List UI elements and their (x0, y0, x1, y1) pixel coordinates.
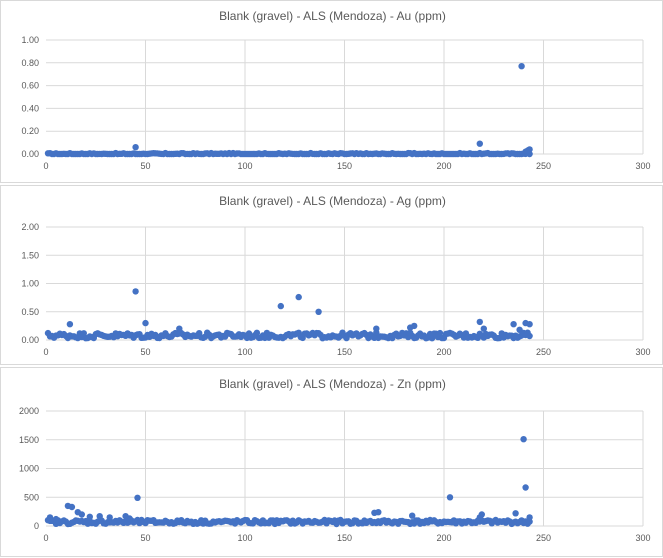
x-tick-label: 200 (436, 161, 451, 171)
data-point (134, 494, 141, 501)
data-point (373, 325, 380, 332)
data-point (46, 514, 54, 521)
x-tick-label: 150 (337, 347, 352, 357)
data-point (106, 514, 113, 521)
y-tick-label: 0.00 (21, 149, 39, 159)
data-point (526, 321, 533, 328)
data-point (132, 288, 139, 295)
data-point (132, 144, 139, 151)
x-tick-label: 0 (43, 533, 48, 543)
x-tick-label: 150 (337, 161, 352, 171)
chart-svg-ag: 0.00 0.50 1.00 1.50 2.00 0 50 100 150 200 250 300 (21, 222, 650, 357)
x-tick-label: 50 (140, 533, 150, 543)
x-tick-label: 100 (237, 533, 252, 543)
chart-panel-au: Blank (gravel) - ALS (Mendoza) - Au (ppm… (0, 0, 663, 183)
y-tick-label: 0.40 (21, 103, 39, 113)
x-tick-label: 100 (237, 161, 252, 171)
y-tick-label: 0.50 (21, 307, 39, 317)
data-point (522, 484, 529, 491)
x-tick-label: 0 (43, 161, 48, 171)
data-point (126, 515, 133, 522)
data-point (510, 321, 517, 328)
data-point (375, 509, 382, 516)
y-tick-label: 0.80 (21, 58, 39, 68)
x-tick-label: 300 (635, 533, 650, 543)
y-tick-label: 0.00 (21, 335, 39, 345)
y-tick-label: 1000 (19, 464, 39, 474)
x-tick-label: 50 (140, 347, 150, 357)
data-point (478, 511, 485, 518)
x-tick-label: 150 (337, 533, 352, 543)
data-point (66, 321, 74, 328)
y-tick-label: 1.00 (21, 35, 39, 45)
data-point (476, 140, 483, 147)
x-tick-label: 250 (536, 347, 551, 357)
data-point (253, 329, 261, 336)
data-point (512, 510, 519, 517)
data-point (78, 511, 86, 518)
data-point (315, 308, 322, 315)
chart-panel-zn: Blank (gravel) - ALS (Mendoza) - Zn (ppm… (0, 367, 663, 557)
data-point (526, 514, 533, 521)
data-point (80, 330, 88, 337)
x-tick-label: 200 (436, 347, 451, 357)
chart-title-zn: Blank (gravel) - ALS (Mendoza) - Zn (ppm… (219, 377, 446, 391)
data-point (96, 513, 103, 520)
chart-svg-au: 0.00 0.20 0.40 0.60 0.80 1.00 0 50 100 150 200 250 3… (21, 35, 650, 171)
data-point (409, 512, 416, 519)
data-point (411, 322, 418, 330)
y-tick-label: 0.60 (21, 81, 39, 91)
data-point (176, 325, 183, 332)
data-point (516, 326, 523, 333)
y-tick-label: 1500 (19, 435, 39, 445)
y-tick-label: 2.00 (21, 222, 39, 232)
data-point (476, 318, 483, 326)
x-tick-label: 250 (536, 533, 551, 543)
x-tick-label: 300 (635, 161, 650, 171)
x-tick-label: 300 (635, 347, 650, 357)
chart-title-ag: Blank (gravel) - ALS (Mendoza) - Ag (ppm… (219, 194, 446, 208)
data-point (526, 332, 533, 340)
chart-svg-zn: 0 500 1000 1500 2000 0 50 100 150 200 250 300 (19, 406, 651, 543)
data-point (480, 325, 487, 332)
data-point (436, 329, 444, 337)
chart-title-au: Blank (gravel) - ALS (Mendoza) - Au (ppm… (219, 9, 446, 23)
y-tick-label: 1.50 (21, 250, 39, 260)
y-tick-label: 1.00 (21, 279, 39, 289)
data-point (526, 146, 533, 153)
x-tick-label: 250 (536, 161, 551, 171)
data-point (142, 319, 149, 327)
data-point (86, 513, 94, 520)
data-point (446, 494, 454, 501)
data-point (52, 515, 60, 523)
data-point (277, 302, 284, 310)
y-tick-label: 500 (24, 492, 39, 502)
x-tick-label: 50 (140, 161, 150, 171)
x-tick-label: 200 (436, 533, 451, 543)
x-tick-label: 100 (237, 347, 252, 357)
data-point (520, 436, 527, 443)
y-tick-label: 0 (34, 521, 39, 531)
data-point (68, 503, 76, 511)
x-tick-label: 0 (43, 347, 48, 357)
y-tick-label: 2000 (19, 406, 39, 416)
data-point (295, 293, 302, 301)
chart-panel-ag: Blank (gravel) - ALS (Mendoza) - Ag (ppm… (0, 185, 663, 365)
data-point (518, 62, 525, 70)
y-tick-label: 0.20 (21, 126, 39, 136)
